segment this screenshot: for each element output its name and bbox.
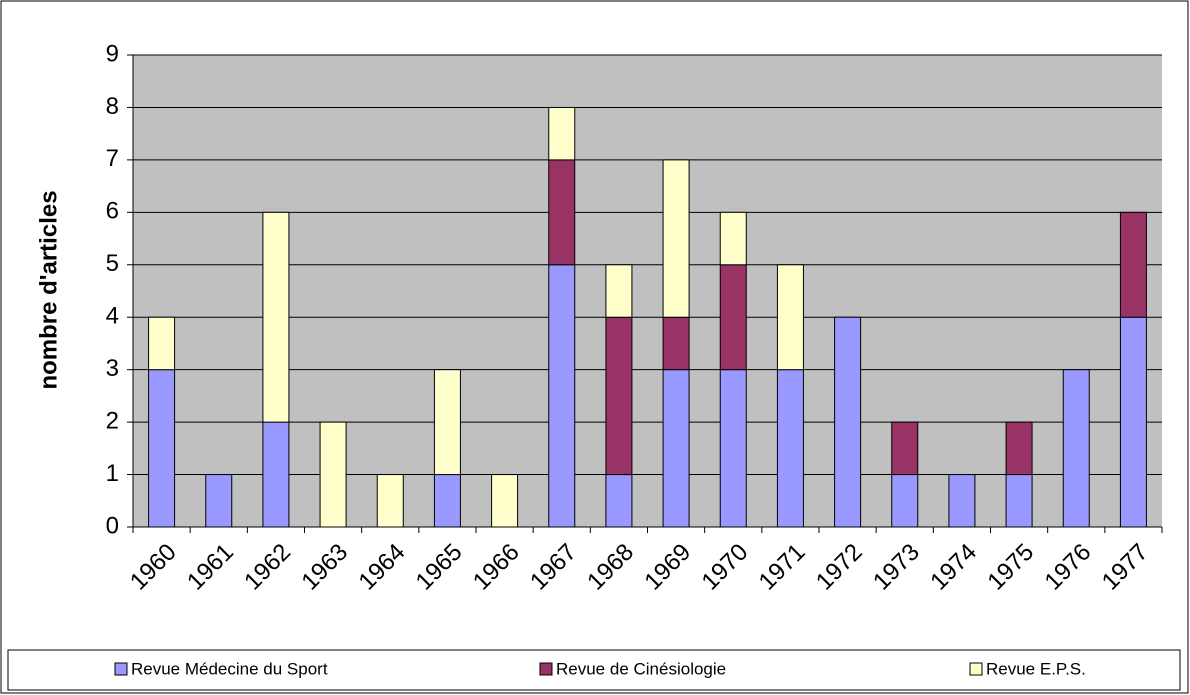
bar (1062, 369, 1090, 528)
bar (1005, 421, 1033, 476)
y-tick-label: 7 (106, 145, 119, 172)
bar (776, 369, 804, 528)
legend-swatch (969, 662, 983, 676)
bar (548, 264, 576, 528)
bar (948, 474, 976, 528)
y-tick-label: 9 (106, 40, 119, 67)
bar (148, 369, 176, 528)
bar (605, 316, 633, 476)
bar (1119, 316, 1147, 528)
bar (1005, 474, 1033, 528)
bar (719, 211, 747, 266)
bar (205, 474, 233, 528)
bar (891, 421, 919, 476)
bar (1119, 211, 1147, 318)
y-tick-label: 1 (106, 460, 119, 487)
y-tick-label: 2 (106, 407, 119, 434)
bar (262, 421, 290, 528)
plot-area (133, 55, 1162, 527)
bar (662, 316, 690, 371)
legend-box (7, 649, 1181, 691)
bar (491, 474, 519, 528)
y-tick-label: 5 (106, 250, 119, 277)
bar (605, 264, 633, 318)
legend-label: Revue E.P.S. (986, 659, 1086, 678)
bar (148, 316, 176, 371)
bar (662, 369, 690, 528)
y-tick-label: 8 (106, 93, 119, 120)
bar (776, 264, 804, 371)
y-tick-label: 4 (106, 303, 119, 330)
bar (891, 474, 919, 528)
legend-swatch (114, 662, 128, 676)
bar (548, 106, 576, 161)
bar (719, 369, 747, 528)
legend-label: Revue Médecine du Sport (131, 659, 328, 678)
y-tick-label: 6 (106, 198, 119, 225)
y-tick-label: 0 (106, 512, 119, 539)
legend-label: Revue de Cinésiologie (556, 659, 726, 678)
bar (834, 316, 862, 528)
bar (376, 474, 404, 528)
bar (605, 474, 633, 528)
bar (262, 211, 290, 423)
y-axis-title: nombre d'articles (35, 190, 62, 389)
bar (319, 421, 347, 528)
y-tick-label: 3 (106, 355, 119, 382)
bar (433, 474, 461, 528)
legend-swatch (539, 662, 553, 676)
bar (548, 159, 576, 266)
bar (719, 264, 747, 371)
bar (433, 369, 461, 476)
bar (662, 159, 690, 318)
